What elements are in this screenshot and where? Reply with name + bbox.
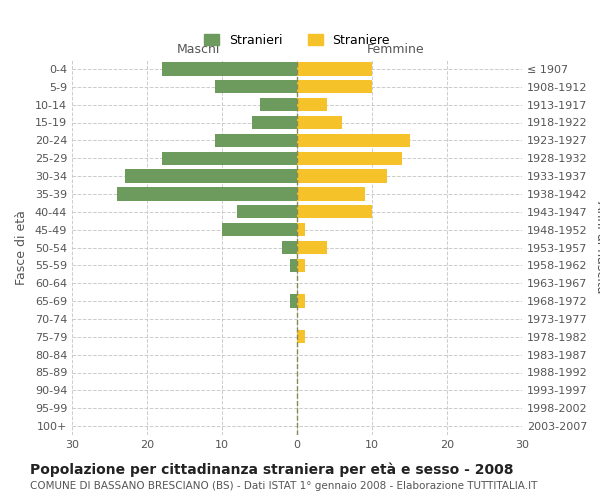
Bar <box>260 98 297 112</box>
Text: Maschi: Maschi <box>176 44 220 56</box>
Bar <box>297 241 327 254</box>
Bar <box>297 294 305 308</box>
Bar <box>162 152 297 165</box>
Legend: Stranieri, Straniere: Stranieri, Straniere <box>199 28 395 52</box>
Bar <box>297 223 305 236</box>
Bar <box>297 116 342 129</box>
Bar <box>297 80 372 94</box>
Bar <box>297 98 327 112</box>
Bar <box>282 241 297 254</box>
Bar <box>222 223 297 236</box>
Bar <box>297 258 305 272</box>
Bar <box>252 116 297 129</box>
Text: Popolazione per cittadinanza straniera per età e sesso - 2008: Popolazione per cittadinanza straniera p… <box>30 462 514 477</box>
Bar <box>290 294 297 308</box>
Bar <box>297 62 372 76</box>
Bar <box>117 187 297 200</box>
Text: COMUNE DI BASSANO BRESCIANO (BS) - Dati ISTAT 1° gennaio 2008 - Elaborazione TUT: COMUNE DI BASSANO BRESCIANO (BS) - Dati … <box>30 481 538 491</box>
Bar <box>297 205 372 218</box>
Bar <box>237 205 297 218</box>
Y-axis label: Anni di nascita: Anni di nascita <box>594 201 600 294</box>
Bar <box>215 80 297 94</box>
Bar <box>297 187 365 200</box>
Bar <box>162 62 297 76</box>
Bar <box>297 330 305 344</box>
Bar <box>297 170 387 183</box>
Y-axis label: Fasce di età: Fasce di età <box>15 210 28 285</box>
Bar <box>297 134 409 147</box>
Bar <box>125 170 297 183</box>
Text: Femmine: Femmine <box>367 44 425 56</box>
Bar <box>290 258 297 272</box>
Bar <box>215 134 297 147</box>
Bar <box>297 152 402 165</box>
